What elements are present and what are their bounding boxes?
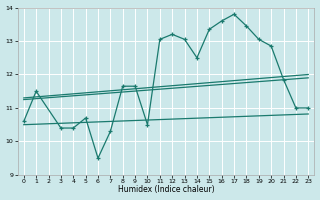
- X-axis label: Humidex (Indice chaleur): Humidex (Indice chaleur): [118, 185, 214, 194]
